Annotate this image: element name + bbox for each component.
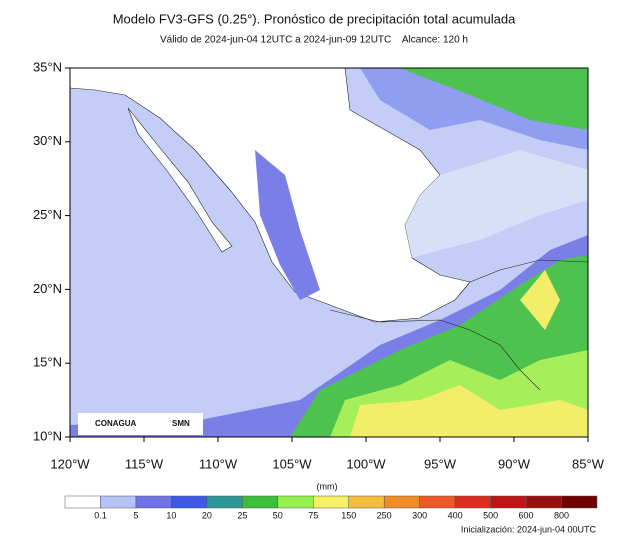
colorbar-label: 800 [554,510,569,520]
baja-peninsula [127,107,233,253]
x-tick-label: 100°W [346,456,386,471]
logo-conagua: CONAGUA [95,419,137,428]
init-time: Inicialización: 2024-jun-04 00UTC [461,524,597,534]
colorbar-label: 20 [202,510,212,520]
map-frame [69,67,589,438]
x-tick-label: 110°W [199,456,238,471]
map: CONAGUA SMN [70,68,588,437]
y-tick-label: 30°N [33,133,62,148]
colorbar-label: 250 [377,510,392,520]
colorbar-label: 75 [308,510,318,520]
colorbar-swatch [277,495,314,509]
rain-yucatan [520,270,560,330]
colorbar-label: 0.1 [94,510,107,520]
rain-south-very-heavy [350,385,588,437]
colorbar-label: 150 [341,510,356,520]
colorbar-label: 10 [166,510,176,520]
x-tick-label: 90°W [498,456,531,471]
colorbar-label: 600 [519,510,534,520]
colorbar-swatch [525,495,562,509]
y-tick-label: 25°N [33,207,62,222]
x-tick-label: 105°W [272,456,312,471]
colorbar-label: 300 [412,510,427,520]
colorbar-swatch [206,495,243,509]
rain-sierra [255,150,320,300]
colorbar-label: 5 [133,510,138,520]
colorbar-swatch [419,495,456,509]
coastline [329,259,588,391]
y-tick-label: 20°N [33,281,62,296]
colorbar-unit: (mm) [317,481,338,491]
colorbar-swatch [100,495,137,509]
subtitle: Válido de 2024-jun-04 12UTC a 2024-jun-0… [160,35,468,46]
gulf-of-mexico [405,150,588,258]
colorbar-swatch [561,495,598,509]
colorbar-label: 50 [273,510,283,520]
colorbar-swatch [383,495,420,509]
x-tick-label: 95°W [424,456,457,471]
title: Modelo FV3-GFS (0.25°). Pronóstico de pr… [113,11,516,26]
colorbar-swatch [135,495,172,509]
colorbar-label: 400 [448,510,463,520]
colorbar-swatch [313,495,349,509]
rain-us-heavy [400,68,588,130]
colorbar-swatch [454,495,491,509]
y-tick-label: 15°N [33,355,62,370]
colorbar-swatch [171,495,208,509]
colorbar-label: 25 [237,510,247,520]
y-tick-label: 35°N [33,59,62,74]
colorbar-swatch [490,495,527,509]
colorbar-swatch [242,495,279,509]
colorbar-swatch [348,495,385,509]
y-tick-label: 10°N [33,428,62,443]
x-tick-label: 85°W [572,456,605,471]
colorbar-label: 500 [483,510,498,520]
x-tick-label: 120°W [50,456,90,471]
logo-smn: SMN [172,419,190,428]
colorbar-swatch [64,495,101,509]
logo-box [78,413,203,435]
x-tick-label: 115°W [125,456,164,471]
